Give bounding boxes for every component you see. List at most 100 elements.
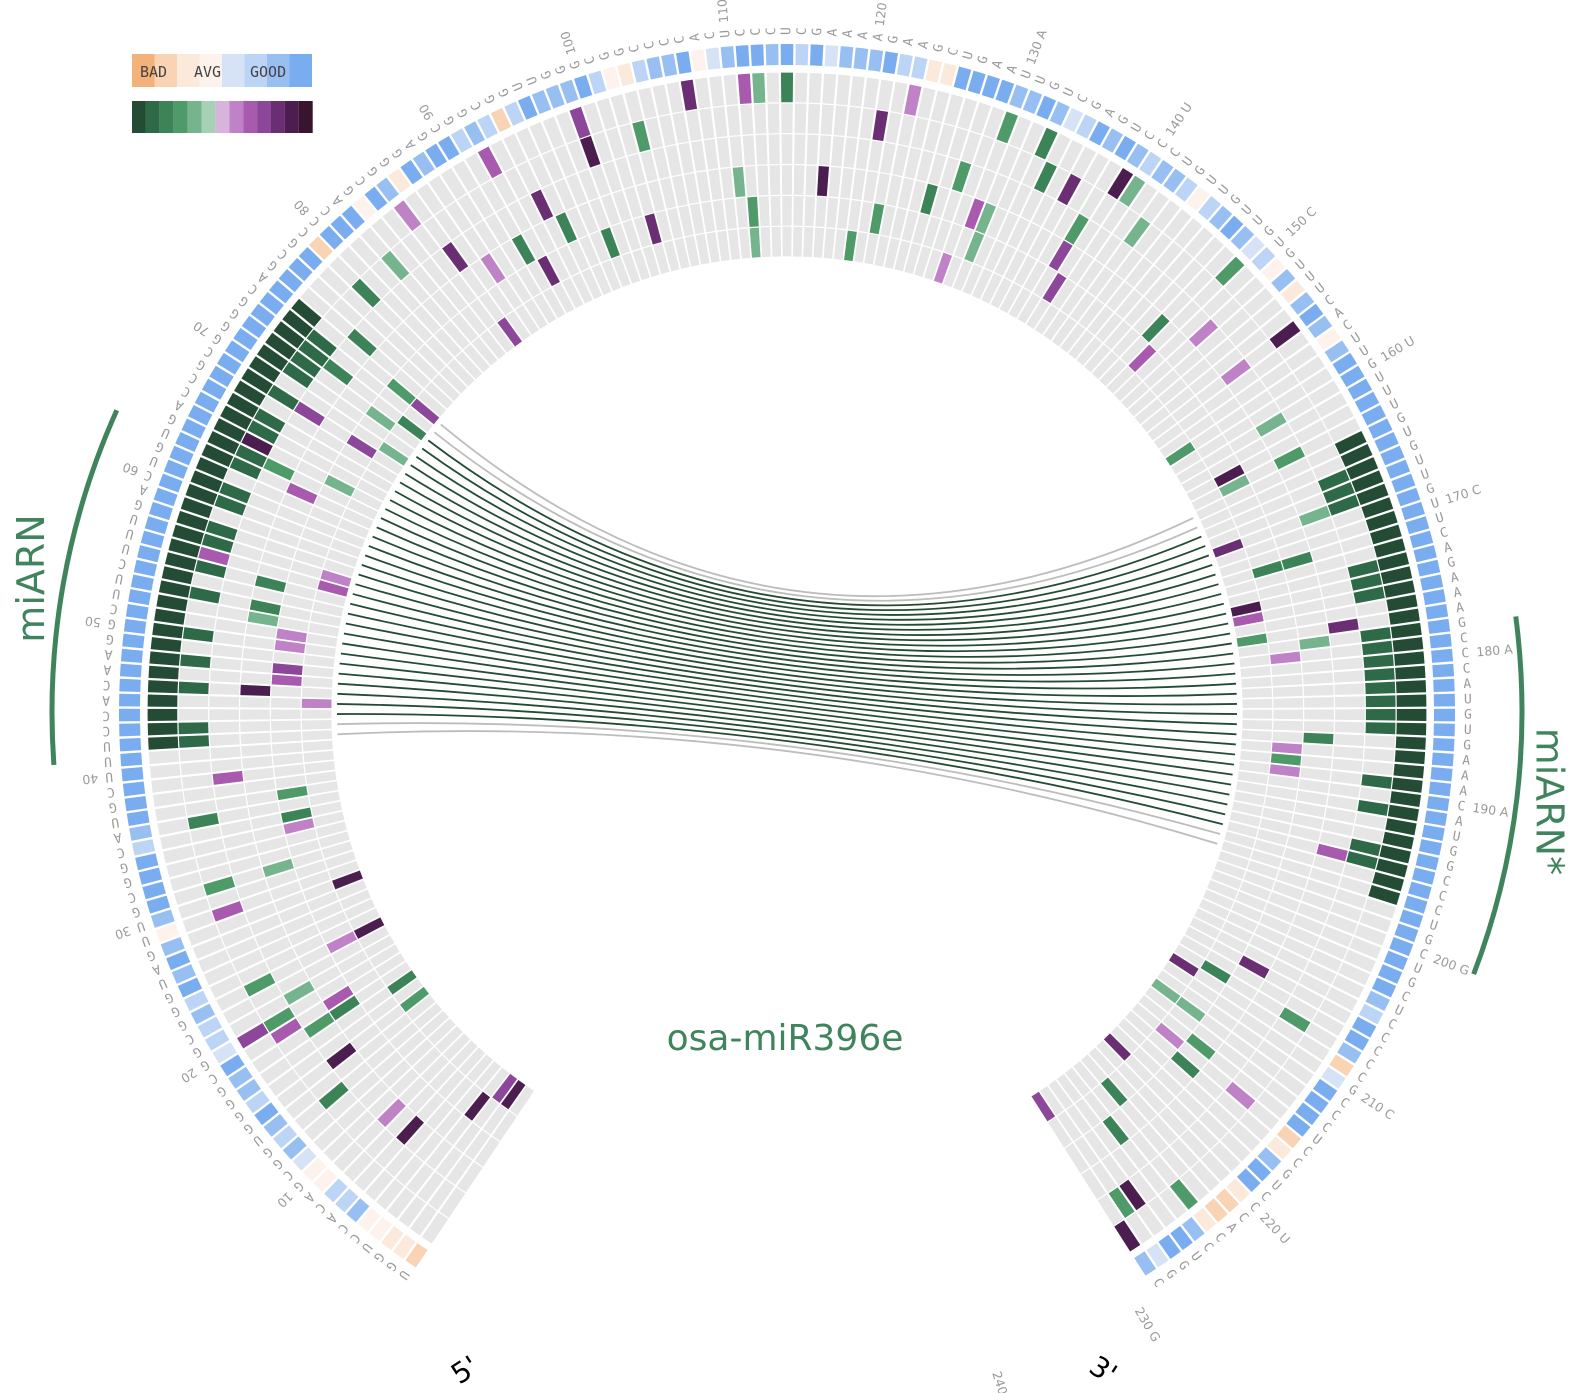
heat-cell (869, 203, 885, 235)
heat-cell (268, 1068, 300, 1096)
heat-cell (365, 1129, 394, 1159)
quality-cell (1425, 603, 1449, 620)
heat-cell (187, 924, 220, 946)
heat-cell (1095, 160, 1121, 193)
quality-cell (1351, 1016, 1377, 1038)
heat-cell (431, 249, 459, 280)
heat-cell (1154, 241, 1183, 272)
heat-cell (434, 209, 461, 240)
heat-cell (283, 818, 315, 835)
heat-cell (362, 469, 393, 493)
quality-cell (273, 1125, 298, 1149)
heat-cell (1159, 1107, 1188, 1137)
heat-cell (1131, 1131, 1159, 1162)
heat-cell (1045, 167, 1070, 200)
heat-cell (148, 750, 180, 765)
base-pair-line (352, 593, 1237, 706)
heat-cell (293, 1050, 325, 1078)
heat-cell (1169, 1179, 1198, 1210)
heat-cell (271, 686, 302, 697)
heat-cell (436, 1147, 463, 1178)
heat-cell (236, 879, 269, 899)
heat-cell (435, 1108, 463, 1138)
heat-cell (990, 277, 1012, 309)
heat-cell (317, 580, 349, 597)
heat-cell (379, 387, 409, 414)
heat-cell (1279, 458, 1311, 481)
heat-cell (589, 231, 610, 263)
quality-cell (1186, 186, 1210, 211)
heat-cell (1256, 482, 1288, 505)
heat-cell (252, 1046, 284, 1073)
heat-cell (944, 94, 964, 126)
heat-cell (1200, 1014, 1231, 1041)
heat-cell (250, 813, 282, 830)
heat-cell (1340, 444, 1373, 467)
heat-cell (1273, 720, 1303, 731)
quality-cell (517, 95, 538, 120)
heat-cell (566, 174, 588, 206)
heat-cell (340, 889, 371, 910)
heat-cell (817, 166, 830, 197)
heat-cell (1106, 281, 1133, 312)
heat-cell (511, 234, 536, 265)
quality-cell (1374, 432, 1399, 452)
heat-cell (469, 299, 496, 329)
heat-cell (318, 1032, 349, 1059)
heat-cell (1108, 1187, 1135, 1219)
heat-cell (1228, 369, 1259, 396)
heat-cell (1206, 950, 1237, 974)
heat-cell (1017, 293, 1041, 324)
quality-cell (1204, 1198, 1228, 1223)
heat-cell (1240, 449, 1272, 473)
heat-cell (1344, 546, 1376, 566)
heat-cell (306, 633, 338, 647)
heat-cell (362, 358, 393, 386)
base-pair-line (433, 431, 1198, 602)
heat-cell (1376, 858, 1408, 878)
heat-cell (591, 264, 612, 295)
heat-cell (1351, 470, 1384, 493)
heat-cell (240, 709, 270, 720)
heat-cell (805, 165, 817, 196)
heat-cell (485, 213, 510, 245)
heat-cell (1144, 233, 1172, 264)
heat-cell (207, 888, 240, 909)
heat-cell (541, 150, 564, 183)
heat-cell (320, 418, 351, 443)
quality-cell (1432, 663, 1455, 678)
heat-cell (1053, 207, 1078, 239)
heat-cell (781, 134, 793, 164)
heat-cell (867, 140, 884, 172)
heat-cell (304, 760, 336, 774)
heat-cell (1219, 474, 1250, 497)
quality-cell (464, 121, 485, 146)
heat-cell (473, 1098, 499, 1128)
heat-cell (401, 361, 431, 389)
heat-cell (359, 1080, 389, 1109)
heat-cell (1137, 1204, 1164, 1236)
heat-cell (678, 142, 694, 174)
heat-cell (420, 1010, 449, 1038)
heat-cell (324, 474, 355, 497)
legend-quality-bar (132, 54, 312, 87)
heat-cell (1145, 986, 1174, 1013)
heat-cell (509, 1085, 534, 1116)
nucleotide: A (871, 32, 887, 42)
heat-cell (922, 216, 941, 248)
base-pair-line (404, 472, 1216, 626)
heat-cell (1244, 945, 1276, 968)
heat-cell (422, 297, 450, 327)
heat-cell (1133, 305, 1161, 335)
heat-cell (781, 103, 793, 134)
heat-cell (1268, 435, 1300, 459)
heat-cell (1272, 731, 1303, 743)
quality-cell (1316, 327, 1341, 351)
heat-cell (1334, 888, 1367, 909)
quality-cell (735, 45, 750, 67)
quality-cell (1368, 418, 1393, 439)
heat-cell (235, 530, 267, 550)
quality-cell (357, 1207, 381, 1232)
heat-cell (1034, 127, 1058, 160)
quality-cell (1271, 269, 1296, 293)
